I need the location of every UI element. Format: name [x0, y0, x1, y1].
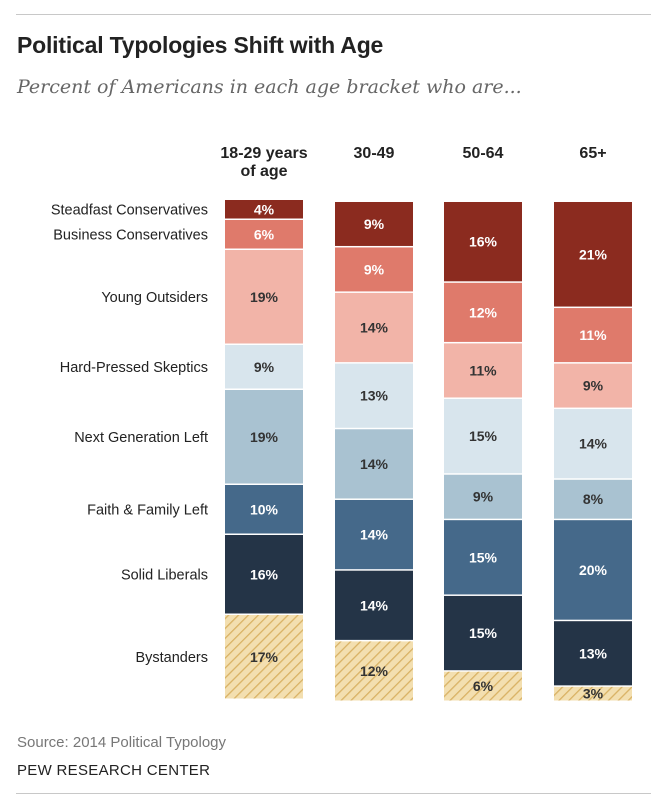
- data-label: 14%: [360, 527, 389, 543]
- data-label: 3%: [583, 686, 604, 702]
- bar-segment: [444, 282, 522, 342]
- data-label: 17%: [250, 649, 279, 665]
- bar-segment: [335, 641, 413, 701]
- series-label: Hard-Pressed Skeptics: [60, 360, 208, 376]
- data-label: 14%: [360, 320, 389, 336]
- data-label: 6%: [473, 678, 494, 694]
- top-rule: [16, 14, 651, 15]
- bar-segment: [444, 398, 522, 474]
- data-label: 14%: [360, 597, 389, 613]
- bar-segment: [444, 474, 522, 519]
- data-label: 9%: [254, 359, 275, 375]
- data-label: 12%: [360, 663, 389, 679]
- bar-segment: [335, 363, 413, 428]
- bar-segment: [444, 202, 522, 282]
- bar-segment: [225, 220, 303, 249]
- bar-segment: [444, 520, 522, 595]
- data-label: 9%: [364, 216, 385, 232]
- bar-segment: [335, 499, 413, 570]
- bottom-rule: [16, 793, 651, 794]
- bar-segment: [444, 595, 522, 671]
- data-label: 15%: [469, 428, 498, 444]
- data-label: 11%: [579, 327, 607, 343]
- bar-segment: [335, 202, 413, 246]
- data-label: 9%: [364, 261, 385, 277]
- source-note: Source: 2014 Political Typology: [17, 734, 227, 751]
- series-label: Young Outsiders: [101, 290, 208, 306]
- data-label: 19%: [250, 289, 279, 305]
- series-label: Next Generation Left: [74, 430, 208, 446]
- series-label: Steadfast Conservatives: [51, 202, 208, 218]
- data-label: 14%: [579, 436, 608, 452]
- bar-segment: [335, 570, 413, 640]
- bar-segment: [554, 308, 632, 363]
- bar-segment: [335, 292, 413, 363]
- data-label: 20%: [579, 562, 608, 578]
- data-label: 14%: [360, 456, 389, 472]
- data-label: 10%: [250, 501, 279, 517]
- data-label: 16%: [469, 234, 498, 250]
- chart-title: Political Typologies Shift with Age: [17, 32, 384, 58]
- column-header: 18-29 years: [220, 145, 307, 162]
- bar-segment: [225, 390, 303, 484]
- series-label: Bystanders: [135, 650, 208, 666]
- data-label: 21%: [579, 246, 608, 262]
- column-header: 50-64: [463, 145, 504, 162]
- column-header: 30-49: [354, 145, 395, 162]
- bar-segment: [225, 250, 303, 344]
- data-label: 8%: [583, 491, 604, 507]
- bar-segment: [554, 520, 632, 620]
- data-label: 13%: [579, 645, 608, 661]
- bar-segment: [225, 200, 303, 219]
- bar-segment: [225, 615, 303, 699]
- org-credit: PEW RESEARCH CENTER: [17, 762, 211, 779]
- data-label: 6%: [254, 226, 275, 242]
- data-label: 11%: [469, 362, 497, 378]
- data-label: 4%: [254, 201, 275, 217]
- bar-segment: [554, 686, 632, 701]
- bar-segment: [225, 535, 303, 614]
- data-label: 13%: [360, 388, 389, 404]
- chart-subtitle: Percent of Americans in each age bracket…: [17, 76, 522, 98]
- bar-segment: [554, 621, 632, 686]
- bar-segment: [554, 202, 632, 307]
- data-label: 15%: [469, 625, 498, 641]
- bar-segment: [444, 343, 522, 398]
- series-label: Solid Liberals: [121, 567, 208, 583]
- data-label: 12%: [469, 304, 498, 320]
- data-label: 9%: [583, 378, 604, 394]
- data-label: 15%: [469, 549, 498, 565]
- series-label: Business Conservatives: [53, 227, 208, 243]
- bar-segment: [554, 363, 632, 408]
- bar-segment: [444, 671, 522, 701]
- bar-segment: [225, 345, 303, 389]
- column-header: 65+: [579, 145, 606, 162]
- bar-segment: [554, 479, 632, 519]
- bar-segment: [335, 429, 413, 499]
- data-label: 9%: [473, 489, 494, 505]
- series-label: Faith & Family Left: [87, 502, 208, 518]
- data-label: 16%: [250, 566, 279, 582]
- bar-segment: [225, 485, 303, 534]
- bar-segment: [335, 247, 413, 292]
- bar-segment: [554, 409, 632, 479]
- data-label: 19%: [250, 429, 279, 445]
- column-header: of age: [240, 163, 287, 180]
